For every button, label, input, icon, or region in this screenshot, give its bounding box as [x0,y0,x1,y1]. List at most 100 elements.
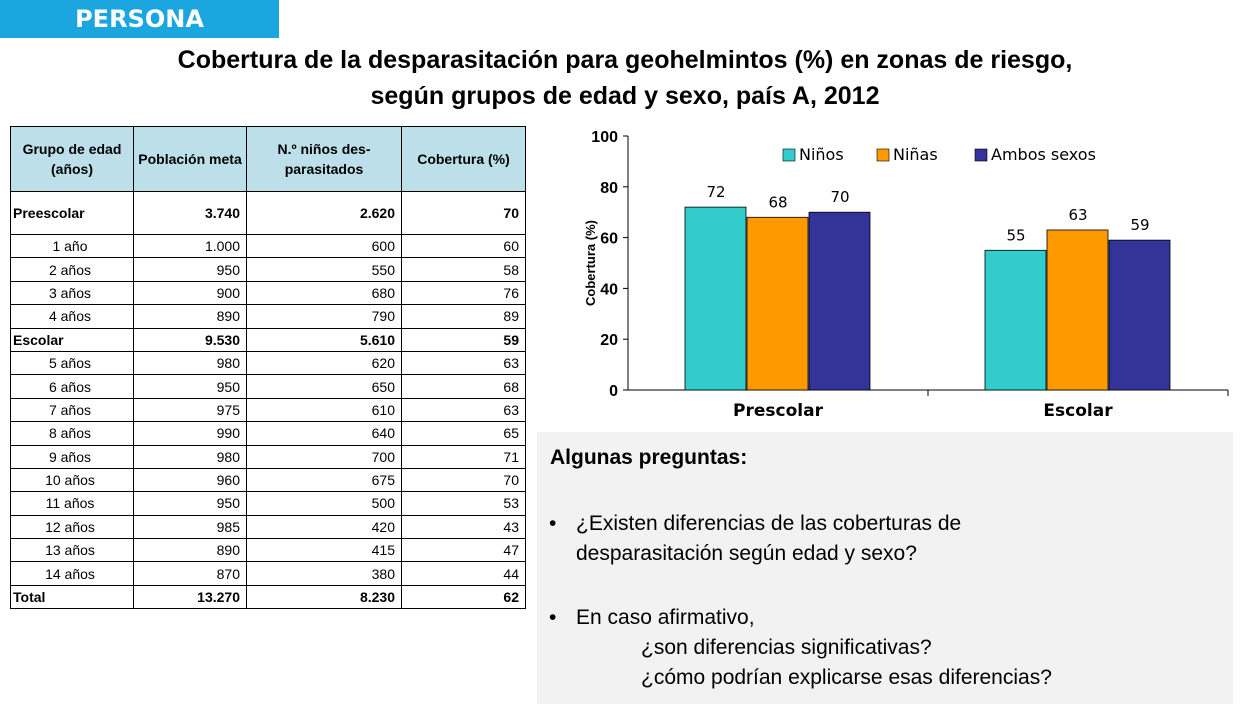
table-row: 5 años 980 620 63 [10,350,526,376]
cell-coverage: 60 [401,233,526,259]
x-category-label: Escolar [1043,401,1113,421]
cell-dewormed-children: 8.230 [246,584,402,610]
question-1-line-2: desparasitación según edad y sexo? [576,542,917,565]
cell-target-population: 980 [133,350,247,376]
x-category-label: Prescolar [733,401,824,421]
cell-target-population: 975 [133,397,247,423]
table-row: 2 años 950 550 58 [10,257,526,282]
table-header-row: Grupo de edad (años) Población meta N.º … [10,126,526,192]
bullet-2: • [549,606,557,629]
cell-target-population: 1.000 [133,233,247,259]
title-line-2: según grupos de edad y sexo, país A, 201… [370,82,880,110]
table-body: Preescolar 3.740 2.620 70 1 año 1.000 600 60 2 a… [10,191,526,610]
questions-panel: Algunas preguntas: • ¿Existen diferencia… [537,432,1233,704]
cell-target-population: 3.740 [133,191,247,235]
y-tick-label: 80 [600,180,618,197]
y-tick-label: 100 [591,129,618,146]
question-2-line-3: ¿cómo podrían explicarse esas diferencia… [641,666,1052,689]
table-row: Total 13.270 8.230 62 [10,584,526,610]
cell-dewormed-children: 680 [246,280,402,306]
bar-ambos-sexos-prescolar [808,211,871,391]
cell-target-population: 960 [133,467,247,493]
cell-age-group: 10 años [10,467,134,493]
cell-target-population: 890 [133,538,247,563]
legend-label: Niños [799,145,844,164]
cell-coverage: 44 [401,561,526,586]
cell-dewormed-children: 640 [246,421,402,446]
table-row: 9 años 980 700 71 [10,444,526,469]
page-title: Cobertura de la desparasitación para geo… [30,42,1220,114]
cell-dewormed-children: 600 [246,233,402,259]
cell-dewormed-children: 610 [246,397,402,423]
bar-niñas-prescolar [746,216,809,391]
y-tick-label: 20 [600,332,618,349]
y-tick-label: 0 [609,383,618,400]
question-2-line-2: ¿son diferencias significativas? [641,636,932,659]
question-2-line-1: En caso afirmativo, [576,606,755,629]
cell-dewormed-children: 790 [246,304,402,329]
cell-target-population: 950 [133,374,247,399]
table-row: Preescolar 3.740 2.620 70 [10,191,526,235]
coverage-table: Grupo de edad (años) Población meta N.º … [10,126,526,610]
cell-age-group: 12 años [10,514,134,540]
cell-dewormed-children: 500 [246,491,402,516]
question-1: • ¿Existen diferencias de las coberturas… [549,509,961,569]
question-1-line-1: ¿Existen diferencias de las coberturas d… [576,512,962,535]
cell-age-group: 4 años [10,304,134,329]
cell-age-group: 1 año [10,233,134,259]
cell-target-population: 950 [133,491,247,516]
table-row: 4 años 890 790 89 [10,304,526,329]
data-label: 70 [830,188,849,206]
cell-dewormed-children: 380 [246,561,402,586]
table-row: 6 años 950 650 68 [10,374,526,399]
table-row: 11 años 950 500 53 [10,491,526,516]
cell-dewormed-children: 2.620 [246,191,402,235]
cell-target-population: 900 [133,280,247,306]
cell-dewormed-children: 420 [246,514,402,540]
cell-coverage: 63 [401,397,526,423]
table-row: Escolar 9.530 5.610 59 [10,327,526,352]
cell-age-group: 3 años [10,280,134,306]
cell-age-group: Total [10,584,134,610]
cell-target-population: 9.530 [133,327,247,352]
table-row: 12 años 985 420 43 [10,514,526,540]
table-row: 3 años 900 680 76 [10,280,526,306]
legend-label: Ambos sexos [991,145,1096,164]
y-axis-label: Cobertura (%) [583,220,598,306]
data-label: 59 [1130,216,1149,234]
cell-coverage: 71 [401,444,526,469]
y-tick-label: 40 [600,281,618,298]
cell-age-group: 13 años [10,538,134,563]
cell-coverage: 76 [401,280,526,306]
cell-coverage: 70 [401,467,526,493]
cell-dewormed-children: 700 [246,444,402,469]
cell-age-group: Preescolar [10,191,134,235]
cell-age-group: 2 años [10,257,134,282]
cell-coverage: 65 [401,421,526,446]
bar-ambos-sexos-escolar [1108,239,1171,391]
cell-coverage: 59 [401,327,526,352]
cell-age-group: 9 años [10,444,134,469]
cell-age-group: Escolar [10,327,134,352]
data-label: 55 [1006,226,1025,244]
cell-target-population: 890 [133,304,247,329]
cell-dewormed-children: 550 [246,257,402,282]
cell-target-population: 990 [133,421,247,446]
cell-coverage: 47 [401,538,526,563]
cell-dewormed-children: 415 [246,538,402,563]
cell-target-population: 985 [133,514,247,540]
cell-coverage: 58 [401,257,526,282]
legend-swatch [876,148,890,162]
cell-coverage: 43 [401,514,526,540]
cell-dewormed-children: 650 [246,374,402,399]
cell-age-group: 7 años [10,397,134,423]
coverage-bar-chart: 0 20 40 60 80 100 Cobertura (%) 72 68 70 Prescolar… [583,129,1229,421]
cell-coverage: 53 [401,491,526,516]
table-row: 1 año 1.000 600 60 [10,233,526,259]
cell-coverage: 70 [401,191,526,235]
table-row: 10 años 960 675 70 [10,467,526,493]
header-target-population: Población meta [133,126,247,192]
table-row: 14 años 870 380 44 [10,561,526,586]
header-age-group: Grupo de edad (años) [10,126,134,192]
cell-age-group: 11 años [10,491,134,516]
